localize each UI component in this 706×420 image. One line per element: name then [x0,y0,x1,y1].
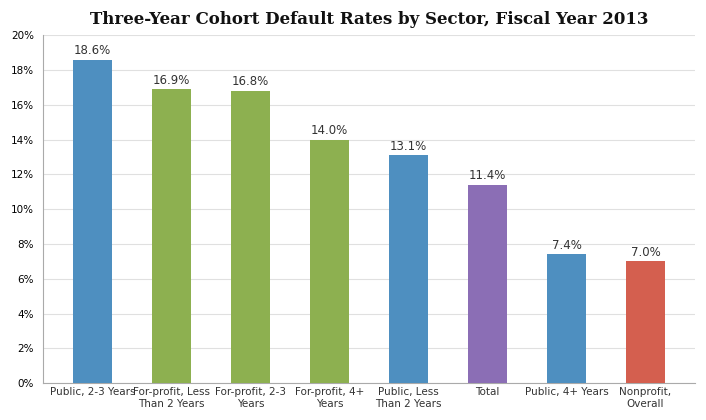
Title: Three-Year Cohort Default Rates by Sector, Fiscal Year 2013: Three-Year Cohort Default Rates by Secto… [90,11,648,28]
Text: 18.6%: 18.6% [74,44,112,57]
Text: 14.0%: 14.0% [311,124,348,137]
Bar [389,155,429,383]
Text: 11.4%: 11.4% [469,169,506,182]
Bar [152,89,191,383]
Bar [468,185,508,383]
Bar [310,139,349,383]
Bar [73,60,112,383]
Bar [231,91,270,383]
Text: 7.0%: 7.0% [630,246,660,259]
Text: 16.8%: 16.8% [232,75,269,88]
Text: 7.4%: 7.4% [551,239,582,252]
Text: 16.9%: 16.9% [153,74,191,87]
Bar [546,255,586,383]
Text: 13.1%: 13.1% [390,139,427,152]
Bar [626,261,665,383]
